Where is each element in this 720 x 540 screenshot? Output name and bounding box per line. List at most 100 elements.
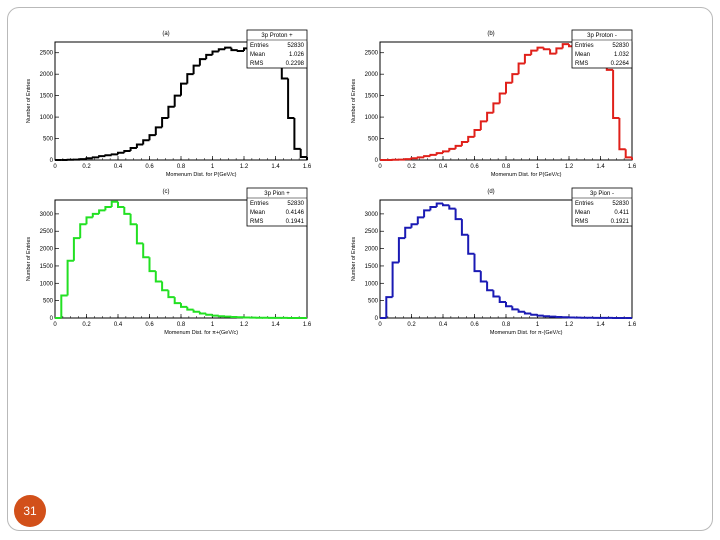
x-tick-label: 1.6 (628, 164, 637, 170)
histogram-bin (523, 311, 532, 315)
histogram-bin (186, 73, 194, 84)
histogram-bin (542, 315, 551, 318)
stats-label: Entries (250, 201, 269, 207)
stats-box-frame (571, 187, 633, 227)
y-tick-label: 2500 (365, 229, 379, 235)
x-tick-label: 0.4 (439, 164, 448, 170)
x-tick-label: 1.2 (240, 164, 249, 170)
stats-label: RMS (250, 219, 263, 225)
x-tick-label: 0.6 (145, 164, 154, 170)
x-tick-label: 0.8 (177, 322, 186, 328)
x-tick-label: 0.8 (502, 322, 511, 328)
histogram-pion-plus: (c) 0 0.2 0.4 0.6 0.8 1 1.2 1.4 1.6 0 500 1000 1500 20… (26, 187, 312, 336)
y-tick-label: 1000 (365, 281, 379, 287)
histogram-bin (492, 290, 500, 298)
histogram-bin (555, 47, 563, 54)
y-tick-label: 500 (368, 137, 379, 143)
histogram-bin (511, 306, 519, 311)
histogram-bin (173, 94, 181, 107)
stats-label: RMS (575, 219, 588, 225)
histogram-bin (236, 50, 244, 53)
histogram-bin (217, 48, 226, 52)
plot-title: (d) (487, 189, 494, 195)
stats-box: 3p Pion - Entries 52830 Mean 0.411 RMS 0.1921 (571, 187, 633, 227)
histogram-bin (110, 200, 118, 207)
y-tick-label: 0 (375, 316, 379, 322)
histogram-bin (91, 156, 100, 159)
histogram-bin (416, 216, 425, 225)
x-tick-label: 0.2 (82, 164, 91, 170)
stats-box: 3p Pion + Entries 52830 Mean 0.4146 RMS 0.1941 (246, 187, 308, 227)
histogram-bin (205, 53, 213, 60)
x-tick-label: 1.6 (303, 322, 312, 328)
histogram-bin (423, 155, 431, 158)
histogram-bin (618, 117, 626, 151)
histogram-bin (198, 58, 207, 66)
histogram-bin (154, 271, 163, 283)
histogram-bin (186, 306, 194, 311)
x-axis-label: Momenum Dist. for P(GeV/c) (166, 172, 237, 178)
y-tick-label: 500 (43, 299, 54, 305)
histogram-bin (460, 219, 469, 236)
stats-label: Mean (575, 210, 590, 216)
histogram-bin (448, 147, 456, 152)
plot-title: (c) (163, 189, 170, 195)
y-tick-label: 1000 (40, 281, 54, 287)
stats-box-frame (246, 29, 308, 69)
histogram-bin (192, 309, 200, 313)
histogram-bin (142, 243, 150, 259)
histogram-bin (91, 212, 100, 218)
histogram-bin (479, 120, 488, 130)
histogram-bin (429, 153, 437, 157)
histogram-bin (211, 50, 219, 55)
histogram-bin (498, 296, 506, 304)
histogram-bin (530, 49, 538, 55)
x-tick-label: 1.4 (271, 322, 280, 328)
x-tick-label: 1 (536, 164, 540, 170)
histogram-bin (454, 208, 462, 221)
y-axis-label: Number of Entries (26, 79, 32, 124)
histogram-bin (293, 117, 301, 150)
stats-box-frame (246, 187, 308, 227)
x-tick-label: 1.4 (596, 164, 605, 170)
histogram-bin (460, 140, 469, 146)
histogram-bin (98, 209, 106, 214)
x-tick-label: 1 (536, 322, 540, 328)
x-tick-label: 1.2 (240, 322, 249, 328)
histogram-bin (180, 82, 188, 96)
x-tick-label: 1 (211, 322, 215, 328)
histogram-bin (391, 261, 399, 298)
x-tick-label: 0.4 (114, 322, 123, 328)
histogram-bin (217, 315, 226, 318)
x-tick-label: 0.4 (439, 322, 448, 328)
histogram-bin (123, 149, 131, 153)
stats-label: Mean (250, 52, 265, 58)
stats-box-frame (571, 29, 633, 69)
x-axis-label: Momenum Dist. for π-(GeV/c) (490, 330, 563, 336)
x-tick-label: 0.6 (470, 164, 479, 170)
stats-label: Entries (575, 43, 594, 49)
histogram-bin (442, 150, 450, 154)
y-tick-label: 1500 (40, 94, 54, 100)
histogram-bin (505, 302, 513, 308)
histogram-bin (486, 281, 494, 292)
histogram-bin (117, 151, 125, 155)
stats-value: 0.2264 (611, 61, 630, 67)
histogram-bin (135, 224, 144, 245)
histogram-bin (448, 205, 456, 210)
histogram-bin (454, 144, 462, 149)
stats-value: 0.1921 (611, 219, 630, 225)
y-tick-label: 2000 (365, 247, 379, 253)
stats-title: 3p Pion - (590, 191, 614, 197)
histogram-bin (523, 53, 532, 64)
y-tick-label: 3000 (365, 212, 379, 218)
stats-label: Entries (250, 43, 269, 49)
histogram-bin (517, 309, 525, 313)
x-tick-label: 0 (53, 322, 57, 328)
x-tick-label: 1.2 (565, 164, 574, 170)
histogram-bin (410, 223, 418, 228)
histogram-bins (55, 200, 307, 319)
histogram-bin (385, 296, 393, 318)
histogram-bin (104, 154, 112, 157)
y-tick-label: 3000 (40, 212, 54, 218)
